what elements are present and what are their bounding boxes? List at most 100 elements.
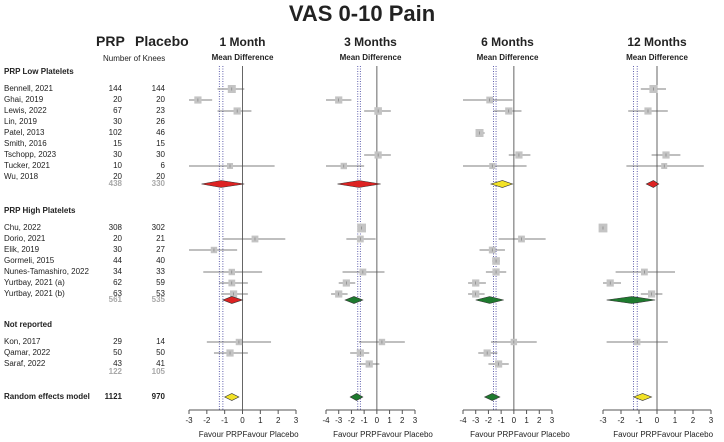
pooled-diamond (475, 296, 504, 304)
study-prp-count: 63 (113, 289, 122, 298)
study-name: Saraf, 2022 (4, 359, 46, 368)
x-tick-label: 1 (673, 416, 678, 425)
study-name: Kon, 2017 (4, 337, 41, 346)
study-placebo-count: 6 (160, 161, 165, 170)
study-prp-count: 20 (113, 172, 122, 181)
x-tick-label: 3 (709, 416, 714, 425)
x-tick-label: 3 (413, 416, 418, 425)
pooled-diamond (222, 296, 244, 304)
x-tick-label: -2 (485, 416, 493, 425)
x-tick-label: -3 (472, 416, 480, 425)
panel-subtitle-3-months: Mean Difference (340, 53, 402, 62)
x-tick-label: -1 (635, 416, 643, 425)
study-name: Yurtbay, 2021 (b) (4, 289, 65, 298)
study-placebo-count: 302 (151, 223, 165, 232)
favour-prp-label: Favour PRP (333, 430, 377, 439)
study-prp-count: 62 (113, 278, 122, 287)
panel-title-3-months: 3 Months (344, 35, 397, 49)
study-prp-count: 20 (113, 234, 122, 243)
favour-placebo-label: Favour Placebo (514, 430, 571, 439)
study-prp-count: 44 (113, 256, 122, 265)
group-header-3: Not reported (4, 320, 52, 329)
x-tick-label: 1 (258, 416, 263, 425)
study-placebo-count: 20 (156, 172, 165, 181)
x-tick-label: 2 (276, 416, 281, 425)
study-prp-count: 30 (113, 150, 122, 159)
panel-title-12-months: 12 Months (627, 35, 687, 49)
study-placebo-count: 33 (156, 267, 165, 276)
study-prp-count: 67 (113, 106, 122, 115)
placebo-column-header: Placebo (135, 33, 189, 49)
x-tick-label: 3 (294, 416, 299, 425)
x-tick-label: -1 (221, 416, 229, 425)
x-tick-label: 2 (537, 416, 542, 425)
panel-title-6-months: 6 Months (481, 35, 534, 49)
study-placebo-count: 15 (156, 139, 165, 148)
random-effects-prp: 1121 (104, 392, 122, 401)
favour-prp-label: Favour PRP (613, 430, 657, 439)
study-name: Patel, 2013 (4, 128, 45, 137)
group-total-prp: 122 (108, 367, 122, 376)
x-tick-label: 2 (691, 416, 696, 425)
study-placebo-count: 14 (156, 337, 165, 346)
study-name: Nunes-Tamashiro, 2022 (4, 267, 89, 276)
x-tick-label: 0 (655, 416, 660, 425)
pooled-diamond (344, 296, 364, 304)
study-prp-count: 50 (113, 348, 122, 357)
group-total-placebo: 330 (151, 179, 165, 188)
study-prp-count: 10 (113, 161, 122, 170)
study-placebo-count: 20 (156, 95, 165, 104)
group-total-placebo: 105 (151, 367, 165, 376)
study-prp-count: 34 (113, 267, 122, 276)
group-header-1: PRP Low Platelets (4, 67, 74, 76)
group-total-placebo: 535 (151, 295, 165, 304)
x-tick-label: -3 (185, 416, 193, 425)
x-tick-label: 0 (240, 416, 245, 425)
study-placebo-count: 46 (156, 128, 165, 137)
study-placebo-count: 59 (156, 278, 165, 287)
x-tick-label: 1 (387, 416, 392, 425)
study-placebo-count: 53 (156, 289, 165, 298)
panel-subtitle-12-months: Mean Difference (626, 53, 688, 62)
x-tick-label: 3 (550, 416, 555, 425)
x-tick-label: -2 (348, 416, 356, 425)
x-tick-label: -3 (599, 416, 607, 425)
group-header-2: PRP High Platelets (4, 206, 76, 215)
x-tick-label: 0 (375, 416, 380, 425)
panel-subtitle-6-months: Mean Difference (477, 53, 539, 62)
x-tick-label: -3 (335, 416, 343, 425)
study-placebo-count: 26 (156, 117, 165, 126)
study-name: Bennell, 2021 (4, 84, 53, 93)
study-placebo-count: 40 (156, 256, 165, 265)
pooled-diamond (483, 393, 501, 401)
study-prp-count: 29 (113, 337, 122, 346)
study-placebo-count: 50 (156, 348, 165, 357)
random-effects-placebo: 970 (151, 392, 165, 401)
study-placebo-count: 27 (156, 245, 165, 254)
study-name: Lewis, 2022 (4, 106, 47, 115)
study-name: Smith, 2016 (4, 139, 47, 148)
pooled-diamond (337, 180, 381, 188)
prp-column-header: PRP (96, 33, 125, 49)
study-name: Gormeli, 2015 (4, 256, 55, 265)
x-tick-label: -4 (459, 416, 467, 425)
pooled-diamond (201, 180, 245, 188)
study-name: Dorio, 2021 (4, 234, 46, 243)
study-name: Wu, 2018 (4, 172, 39, 181)
study-prp-count: 20 (113, 95, 122, 104)
favour-placebo-label: Favour Placebo (377, 430, 434, 439)
x-tick-label: -1 (361, 416, 369, 425)
pooled-diamond (489, 180, 514, 188)
x-tick-label: 0 (512, 416, 517, 425)
study-prp-count: 30 (113, 117, 122, 126)
favour-prp-label: Favour PRP (199, 430, 243, 439)
study-name: Qamar, 2022 (4, 348, 51, 357)
group-total-prp: 561 (108, 295, 122, 304)
study-prp-count: 15 (113, 139, 122, 148)
x-tick-label: 1 (524, 416, 529, 425)
pooled-diamond (349, 393, 364, 401)
study-placebo-count: 41 (156, 359, 165, 368)
x-tick-label: -2 (203, 416, 211, 425)
study-prp-count: 144 (108, 84, 122, 93)
study-prp-count: 43 (113, 359, 122, 368)
